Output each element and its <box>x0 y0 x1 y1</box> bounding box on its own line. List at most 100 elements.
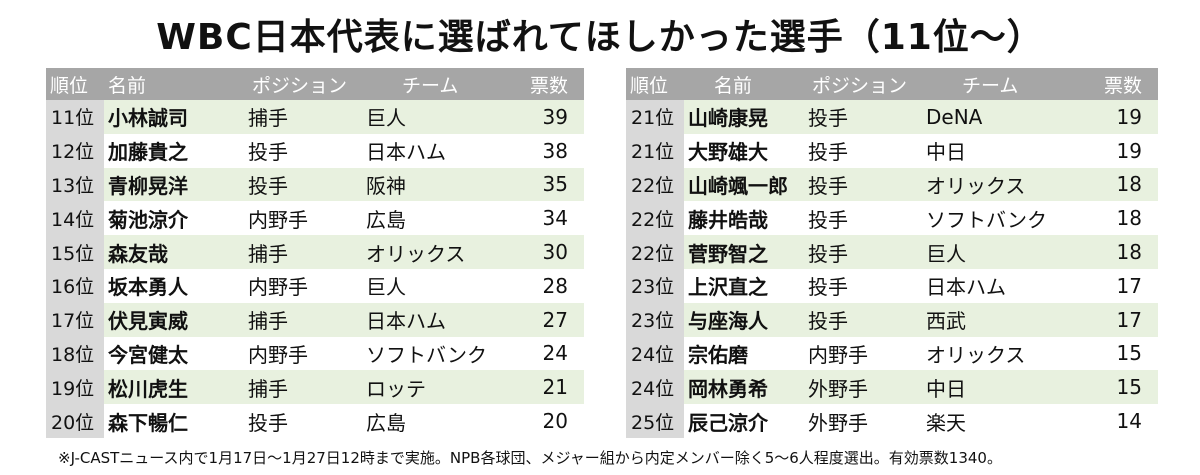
header-name: 名前 <box>684 68 804 100</box>
table-row: 19位 松川虎生 捕手 ロッテ 21 <box>46 370 584 405</box>
team-cell: 日本ハム <box>922 268 1098 303</box>
rank-cell: 21位 <box>626 133 684 168</box>
team-cell: 日本ハム <box>362 302 522 337</box>
position-cell: 投手 <box>804 100 922 134</box>
header-team: チーム <box>922 68 1098 100</box>
table-row: 22位 菅野智之 投手 巨人 18 <box>626 235 1158 269</box>
table-row: 23位 上沢直之 投手 日本ハム 17 <box>626 268 1158 303</box>
rank-cell: 19位 <box>46 370 104 405</box>
team-cell: ソフトバンク <box>362 336 522 371</box>
votes-cell: 38 <box>522 133 584 168</box>
header-position: ポジション <box>804 68 922 100</box>
team-cell: オリックス <box>362 235 522 269</box>
rank-cell: 12位 <box>46 133 104 168</box>
team-cell: 楽天 <box>922 404 1098 438</box>
rank-cell: 16位 <box>46 268 104 303</box>
player-name-cell: 大野雄大 <box>684 133 804 168</box>
votes-cell: 15 <box>1098 336 1158 371</box>
team-cell: オリックス <box>922 336 1098 371</box>
player-name-cell: 藤井皓哉 <box>684 201 804 236</box>
table-row: 18位 今宮健太 内野手 ソフトバンク 24 <box>46 336 584 371</box>
team-cell: 巨人 <box>362 100 522 134</box>
team-cell: ソフトバンク <box>922 201 1098 236</box>
player-name-cell: 宗佑磨 <box>684 336 804 371</box>
table-row: 21位 山崎康晃 投手 DeNA 19 <box>626 100 1158 134</box>
position-cell: 外野手 <box>804 370 922 405</box>
header-rank: 順位 <box>46 68 104 100</box>
rank-cell: 15位 <box>46 235 104 269</box>
header-name: 名前 <box>104 68 244 100</box>
header-votes: 票数 <box>522 68 584 100</box>
player-name-cell: 森下暢仁 <box>104 404 244 438</box>
votes-cell: 18 <box>1098 201 1158 236</box>
rank-cell: 22位 <box>626 167 684 202</box>
table-row: 17位 伏見寅威 捕手 日本ハム 27 <box>46 302 584 337</box>
team-cell: 中日 <box>922 370 1098 405</box>
rank-cell: 24位 <box>626 336 684 371</box>
table-row: 11位 小林誠司 捕手 巨人 39 <box>46 100 584 134</box>
team-cell: 広島 <box>362 201 522 236</box>
rank-cell: 17位 <box>46 302 104 337</box>
player-name-cell: 青柳晃洋 <box>104 167 244 202</box>
table-row: 21位 大野雄大 投手 中日 19 <box>626 133 1158 168</box>
votes-cell: 17 <box>1098 302 1158 337</box>
votes-cell: 19 <box>1098 100 1158 134</box>
rank-cell: 22位 <box>626 201 684 236</box>
votes-cell: 35 <box>522 167 584 202</box>
player-name-cell: 菅野智之 <box>684 235 804 269</box>
header-team: チーム <box>362 68 522 100</box>
table-row: 15位 森友哉 捕手 オリックス 30 <box>46 235 584 269</box>
position-cell: 投手 <box>244 404 362 438</box>
rank-cell: 21位 <box>626 100 684 134</box>
votes-cell: 19 <box>1098 133 1158 168</box>
position-cell: 内野手 <box>804 336 922 371</box>
player-name-cell: 上沢直之 <box>684 268 804 303</box>
votes-cell: 39 <box>522 100 584 134</box>
ranking-table-left: 順位 名前 ポジション チーム 票数 11位 小林誠司 捕手 巨人 39 12位 加藤貴之投… <box>46 68 584 438</box>
player-name-cell: 山崎康晃 <box>684 100 804 134</box>
rank-cell: 24位 <box>626 370 684 405</box>
table-header-row: 順位 名前 ポジション チーム 票数 <box>626 68 1158 100</box>
team-cell: 西武 <box>922 302 1098 337</box>
votes-cell: 18 <box>1098 167 1158 202</box>
footnote: ※J-CASTニュース内で1月17日～1月27日12時まで実施。NPB各球団、メ… <box>58 449 1002 467</box>
rank-cell: 23位 <box>626 302 684 337</box>
rank-cell: 23位 <box>626 268 684 303</box>
table-row: 22位 藤井皓哉 投手 ソフトバンク 18 <box>626 201 1158 236</box>
votes-cell: 28 <box>522 268 584 303</box>
player-name-cell: 岡林勇希 <box>684 370 804 405</box>
player-name-cell: 松川虎生 <box>104 370 244 405</box>
team-cell: 日本ハム <box>362 133 522 168</box>
team-cell: 阪神 <box>362 167 522 202</box>
team-cell: ロッテ <box>362 370 522 405</box>
rank-cell: 20位 <box>46 404 104 438</box>
votes-cell: 34 <box>522 201 584 236</box>
table-row: 14位 菊池涼介 内野手 広島 34 <box>46 201 584 236</box>
table-row: 25位 辰己涼介 外野手 楽天 14 <box>626 404 1158 438</box>
player-name-cell: 坂本勇人 <box>104 268 244 303</box>
position-cell: 捕手 <box>244 302 362 337</box>
position-cell: 投手 <box>804 268 922 303</box>
rank-cell: 11位 <box>46 100 104 134</box>
table-row: 13位 青柳晃洋 投手 阪神 35 <box>46 167 584 202</box>
position-cell: 投手 <box>244 133 362 168</box>
votes-cell: 30 <box>522 235 584 269</box>
table-row: 24位 宗佑磨 内野手 オリックス 15 <box>626 336 1158 371</box>
player-name-cell: 加藤貴之 <box>104 133 244 168</box>
rank-cell: 25位 <box>626 404 684 438</box>
votes-cell: 15 <box>1098 370 1158 405</box>
position-cell: 捕手 <box>244 235 362 269</box>
position-cell: 内野手 <box>244 336 362 371</box>
votes-cell: 18 <box>1098 235 1158 269</box>
position-cell: 内野手 <box>244 201 362 236</box>
player-name-cell: 今宮健太 <box>104 336 244 371</box>
header-votes: 票数 <box>1098 68 1158 100</box>
player-name-cell: 与座海人 <box>684 302 804 337</box>
header-position: ポジション <box>244 68 362 100</box>
player-name-cell: 辰己涼介 <box>684 404 804 438</box>
position-cell: 投手 <box>804 201 922 236</box>
team-cell: 巨人 <box>922 235 1098 269</box>
rank-cell: 18位 <box>46 336 104 371</box>
player-name-cell: 森友哉 <box>104 235 244 269</box>
table-row: 12位 加藤貴之 投手 日本ハム 38 <box>46 133 584 168</box>
